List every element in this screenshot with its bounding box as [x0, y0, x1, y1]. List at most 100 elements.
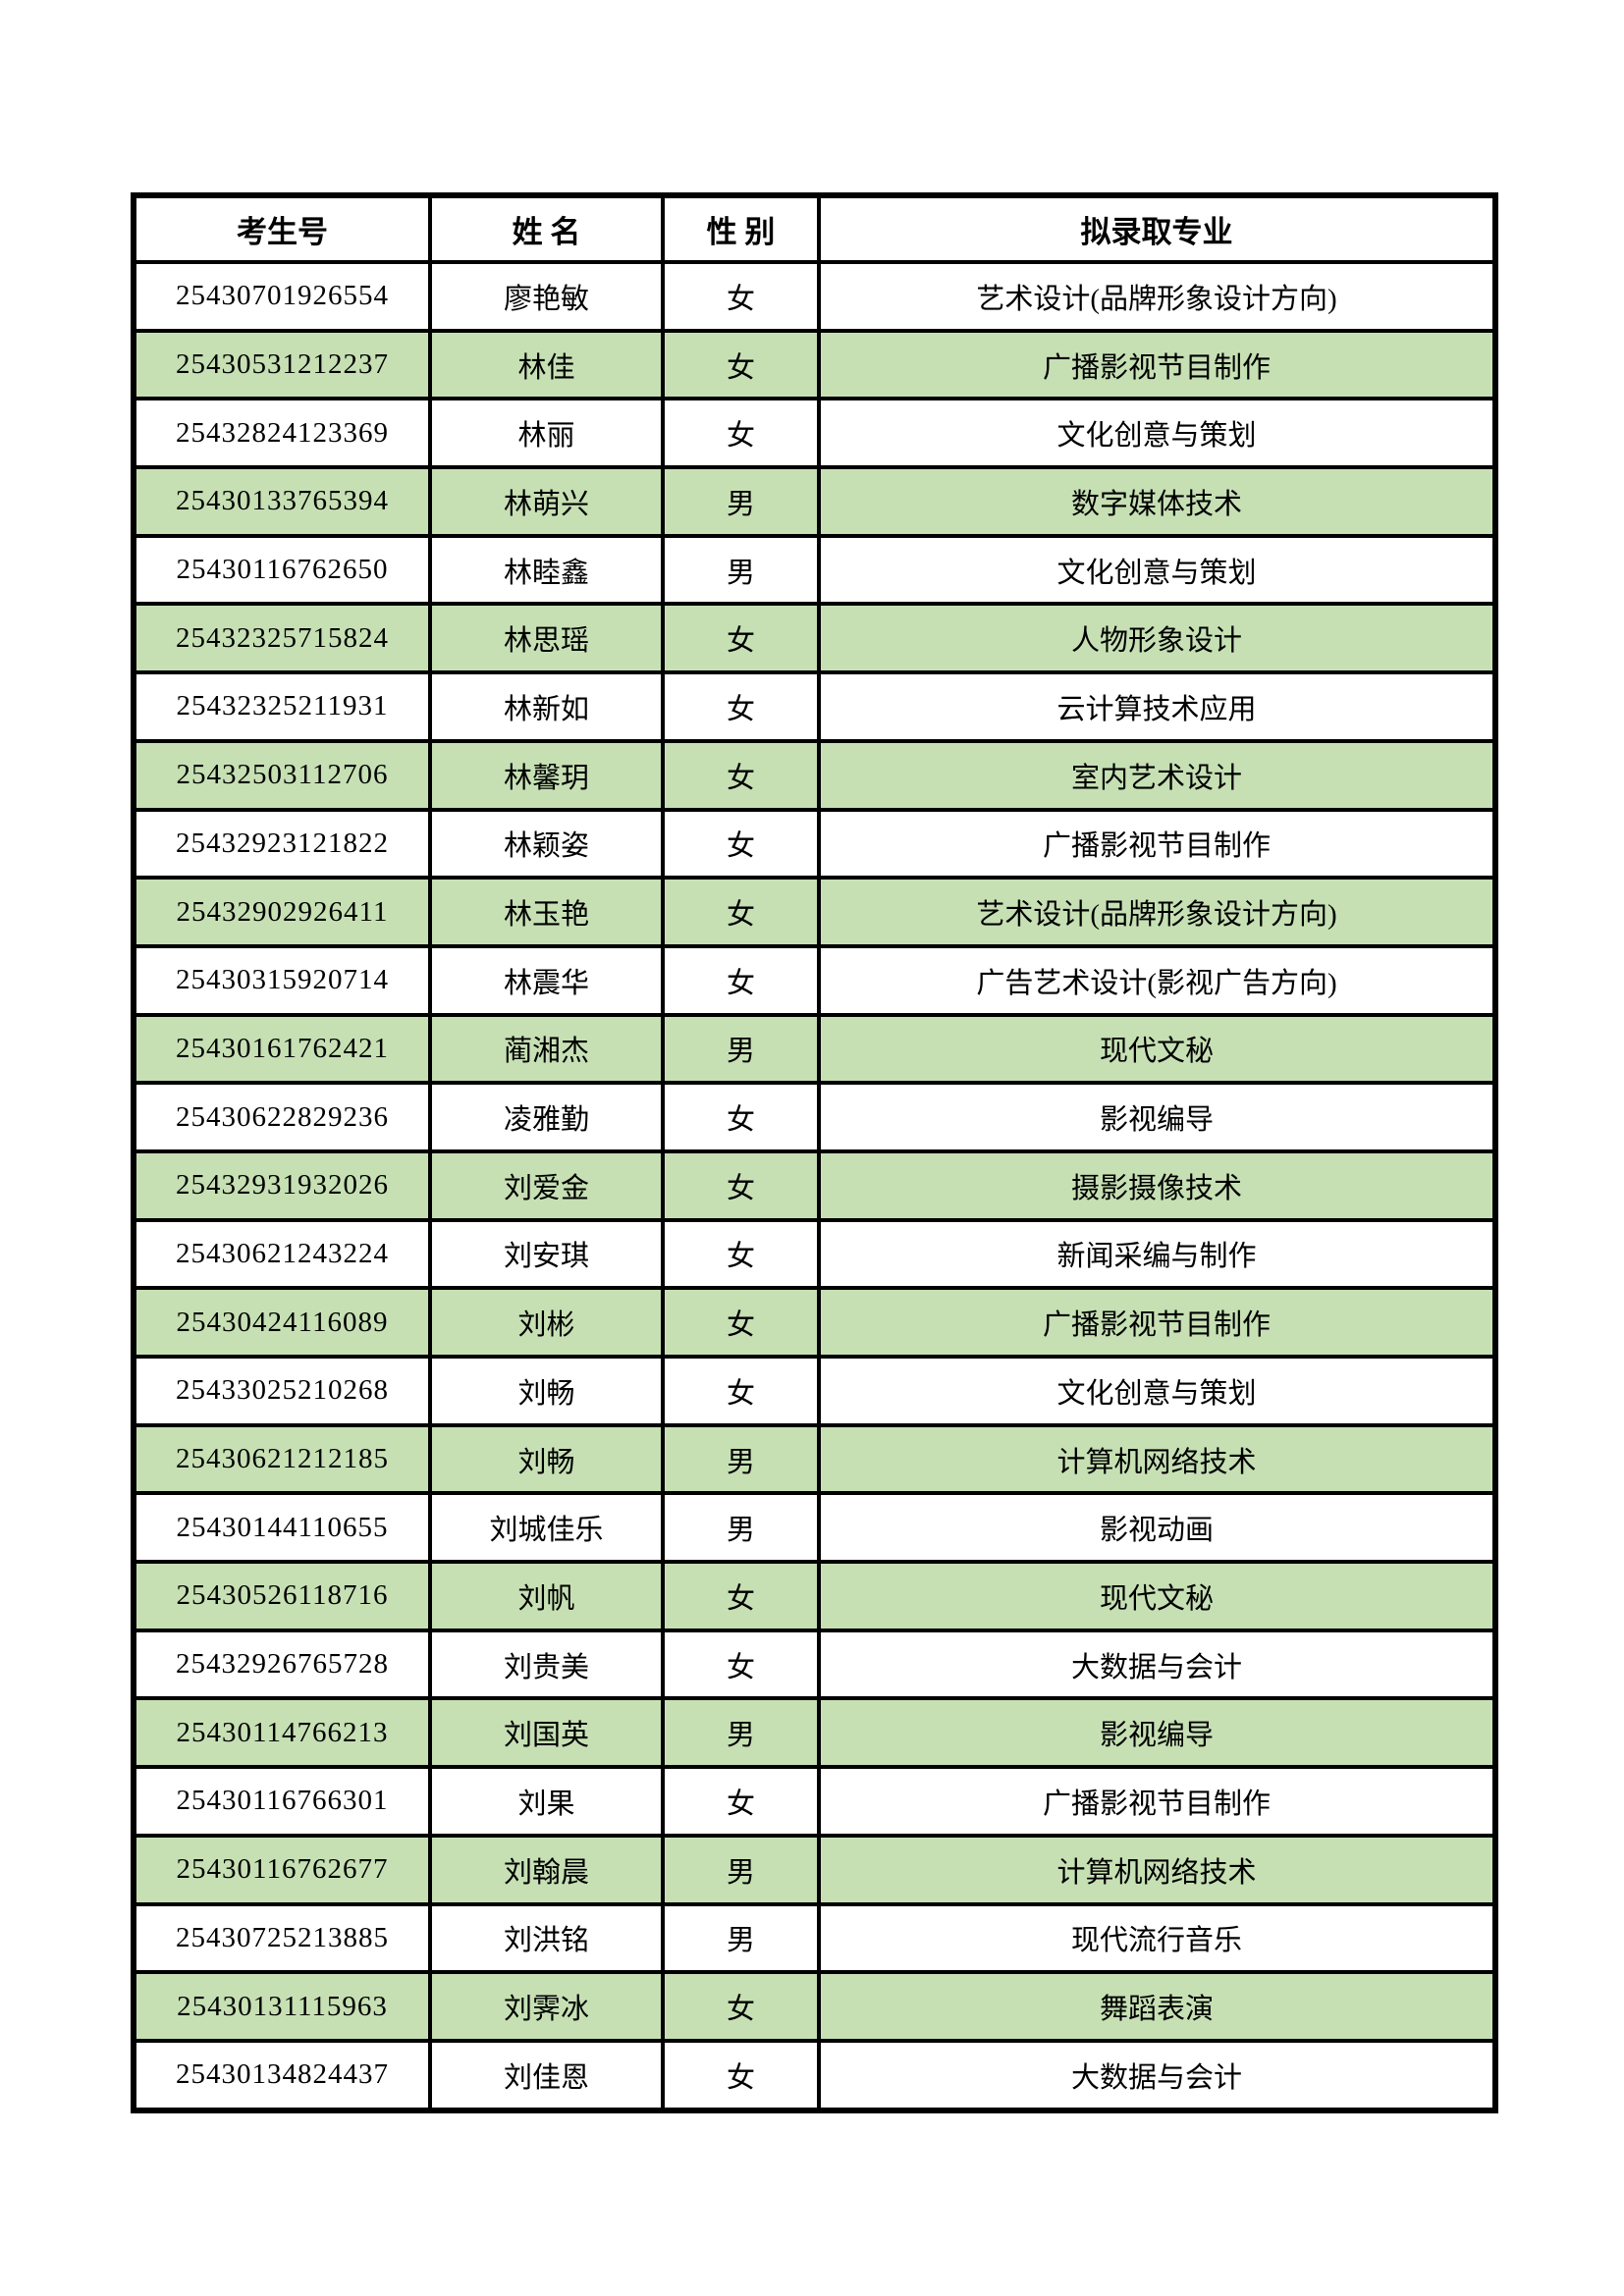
name-cell: 廖艳敏 [428, 260, 665, 333]
name-cell: 刘贵美 [428, 1628, 665, 1701]
table-row: 25430131115963 刘霁冰女舞蹈表演 [132, 1970, 1497, 2043]
table-row: 25433025210268 刘畅女文化创意与策划 [132, 1355, 1497, 1427]
major-cell: 计算机网络技术 [817, 1422, 1497, 1496]
candidate-id-cell: 25433025210268 [132, 1355, 432, 1427]
gender-cell: 男 [661, 465, 821, 538]
table-row: 25430116762677 刘翰晨男计算机网络技术 [132, 1833, 1497, 1906]
major-cell: 计算机网络技术 [817, 1833, 1497, 1906]
candidate-id-cell: 25430161762421 [132, 1012, 432, 1086]
candidate-id-cell: 25432824123369 [132, 397, 432, 470]
table-row: 25430622829236 凌雅勤女影视编导 [132, 1081, 1497, 1153]
major-cell: 摄影摄像技术 [817, 1148, 1497, 1222]
table-row: 25430144110655 刘城佳乐男影视动画 [132, 1491, 1497, 1565]
name-cell: 刘翰晨 [428, 1833, 665, 1906]
gender-cell: 女 [661, 1355, 821, 1427]
major-cell: 文化创意与策划 [817, 533, 1497, 607]
header-candidate-id: 考生号 [132, 193, 432, 264]
gender-cell: 女 [661, 1628, 821, 1701]
table-row: 25430161762421 蔺湘杰男现代文秘 [132, 1012, 1497, 1086]
name-cell: 林佳 [428, 328, 665, 401]
major-cell: 人物形象设计 [817, 602, 1497, 675]
gender-cell: 女 [661, 1081, 821, 1153]
candidate-id-cell: 25430725213885 [132, 1901, 432, 1975]
name-cell: 林萌兴 [428, 465, 665, 538]
gender-cell: 女 [661, 1970, 821, 2043]
gender-cell: 女 [661, 2038, 821, 2112]
name-cell: 林馨玥 [428, 738, 665, 812]
name-cell: 刘洪铭 [428, 1901, 665, 1975]
gender-cell: 女 [661, 1560, 821, 1632]
gender-cell: 男 [661, 533, 821, 607]
gender-cell: 女 [661, 1148, 821, 1222]
name-cell: 刘国英 [428, 1696, 665, 1770]
name-cell: 刘畅 [428, 1355, 665, 1427]
major-cell: 影视编导 [817, 1696, 1497, 1770]
table-row: 25432923121822 林颖姿女广播影视节目制作 [132, 807, 1497, 881]
table-row: 25430621243224 刘安琪女新闻采编与制作 [132, 1217, 1497, 1291]
gender-cell: 女 [661, 1286, 821, 1359]
name-cell: 林震华 [428, 943, 665, 1017]
name-cell: 刘彬 [428, 1286, 665, 1359]
candidate-id-cell: 25432926765728 [132, 1628, 432, 1701]
table-row: 25430133765394 林萌兴男数字媒体技术 [132, 465, 1497, 538]
candidate-id-cell: 25430621212185 [132, 1422, 432, 1496]
table-row: 25432325211931 林新如女云计算技术应用 [132, 670, 1497, 743]
major-cell: 室内艺术设计 [817, 738, 1497, 812]
candidate-id-cell: 25430116762677 [132, 1833, 432, 1906]
gender-cell: 男 [661, 1696, 821, 1770]
gender-cell: 女 [661, 943, 821, 1017]
candidate-id-cell: 25430144110655 [132, 1491, 432, 1565]
header-gender: 性 别 [661, 193, 821, 264]
name-cell: 刘爱金 [428, 1148, 665, 1222]
major-cell: 影视编导 [817, 1081, 1497, 1153]
name-cell: 蔺湘杰 [428, 1012, 665, 1086]
candidate-id-cell: 25432923121822 [132, 807, 432, 881]
table-row: 25432824123369 林丽女文化创意与策划 [132, 397, 1497, 470]
major-cell: 广告艺术设计(影视广告方向) [817, 943, 1497, 1017]
candidate-id-cell: 25430134824437 [132, 2038, 432, 2112]
gender-cell: 女 [661, 807, 821, 881]
major-cell: 文化创意与策划 [817, 397, 1497, 470]
table-row: 25432325715824 林思瑶女人物形象设计 [132, 602, 1497, 675]
gender-cell: 女 [661, 328, 821, 401]
major-cell: 广播影视节目制作 [817, 1286, 1497, 1359]
table-row: 25432902926411 林玉艳女艺术设计(品牌形象设计方向) [132, 876, 1497, 948]
candidate-id-cell: 25430133765394 [132, 465, 432, 538]
major-cell: 文化创意与策划 [817, 1355, 1497, 1427]
name-cell: 林新如 [428, 670, 665, 743]
table-row: 25430134824437 刘佳恩女大数据与会计 [132, 2038, 1497, 2112]
name-cell: 刘帆 [428, 1560, 665, 1632]
candidate-id-cell: 25432503112706 [132, 738, 432, 812]
gender-cell: 女 [661, 1765, 821, 1838]
name-cell: 刘畅 [428, 1422, 665, 1496]
gender-cell: 女 [661, 1217, 821, 1291]
table-row: 25430531212237 林佳女广播影视节目制作 [132, 328, 1497, 401]
major-cell: 现代流行音乐 [817, 1901, 1497, 1975]
candidate-id-cell: 25430315920714 [132, 943, 432, 1017]
candidate-id-cell: 25430114766213 [132, 1696, 432, 1770]
name-cell: 凌雅勤 [428, 1081, 665, 1153]
name-cell: 刘霁冰 [428, 1970, 665, 2043]
gender-cell: 男 [661, 1491, 821, 1565]
major-cell: 影视动画 [817, 1491, 1497, 1565]
candidate-id-cell: 25430526118716 [132, 1560, 432, 1632]
gender-cell: 男 [661, 1901, 821, 1975]
candidate-id-cell: 25430621243224 [132, 1217, 432, 1291]
candidate-id-cell: 25430116766301 [132, 1765, 432, 1838]
candidate-id-cell: 25432325211931 [132, 670, 432, 743]
major-cell: 艺术设计(品牌形象设计方向) [817, 260, 1497, 333]
major-cell: 大数据与会计 [817, 1628, 1497, 1701]
gender-cell: 女 [661, 738, 821, 812]
table-row: 25430725213885 刘洪铭男现代流行音乐 [132, 1901, 1497, 1975]
candidate-id-cell: 25430131115963 [132, 1970, 432, 2043]
gender-cell: 女 [661, 670, 821, 743]
table-row: 25430526118716 刘帆女现代文秘 [132, 1560, 1497, 1632]
candidate-id-cell: 25430116762650 [132, 533, 432, 607]
candidate-id-cell: 25432931932026 [132, 1148, 432, 1222]
candidate-id-cell: 25432325715824 [132, 602, 432, 675]
gender-cell: 女 [661, 602, 821, 675]
major-cell: 现代文秘 [817, 1012, 1497, 1086]
table-body: 25430701926554 廖艳敏女艺术设计(品牌形象设计方向) 25430531… [132, 260, 1497, 2112]
name-cell: 林睦鑫 [428, 533, 665, 607]
